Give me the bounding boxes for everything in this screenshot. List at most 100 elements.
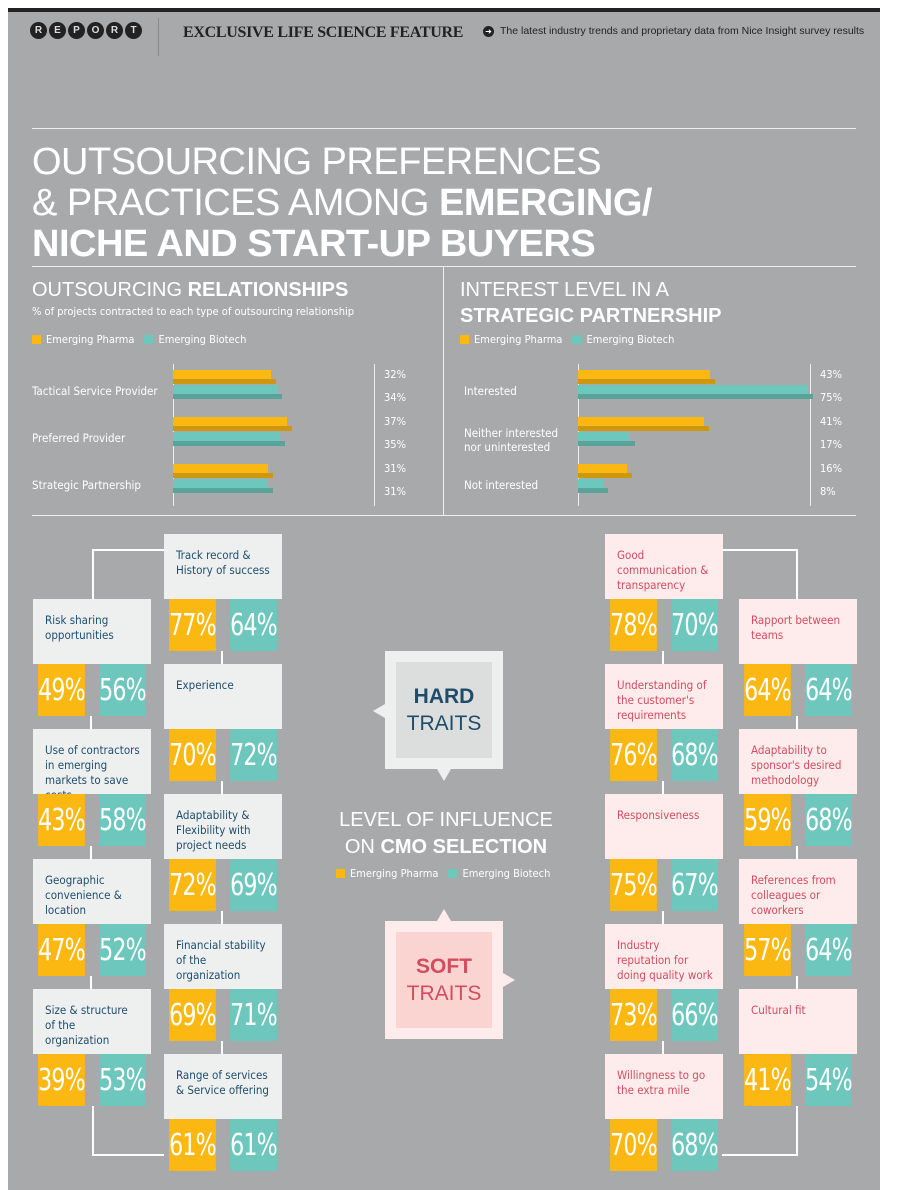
connector-line [90, 976, 92, 989]
pharma-value: 69% [169, 989, 217, 1041]
legend-label: Emerging Pharma [474, 333, 563, 346]
biotech-value: 68% [671, 1119, 719, 1171]
connector-line [90, 716, 92, 729]
title-line-3: NICHE AND START-UP BUYERS [32, 223, 596, 265]
value-label: 43% [820, 368, 842, 381]
trait-card: Cultural fit 41% 54% [739, 989, 857, 1106]
chart2-legend: Emerging Pharma Emerging Biotech [460, 333, 674, 346]
trait-label: References from colleagues or coworkers [739, 859, 857, 924]
trait-values: 39% 53% [33, 1054, 151, 1106]
biotech-value: 64% [230, 599, 278, 651]
pharma-value: 78% [610, 599, 658, 651]
connector-line [90, 846, 92, 859]
connector-line [662, 1041, 664, 1054]
chart2-title-light: INTEREST LEVEL IN A [460, 279, 669, 301]
biotech-value: 53% [99, 1054, 147, 1106]
value-label: 16% [820, 462, 842, 475]
trait-label: Responsiveness [605, 794, 723, 859]
trait-label: Geographic convenience & location [33, 859, 151, 924]
trait-values: 76% 68% [605, 729, 723, 781]
value-label: 31% [384, 462, 406, 475]
pharma-value: 70% [169, 729, 217, 781]
bar-pharma [173, 417, 287, 426]
trait-card: References from colleagues or coworkers 5… [739, 859, 857, 976]
biotech-value: 71% [230, 989, 278, 1041]
trait-label: Good communication & transparency [605, 534, 723, 599]
hard-label: TRAITS [406, 712, 482, 735]
value-label: 35% [384, 438, 406, 451]
trait-values: 57% 64% [739, 924, 857, 976]
biotech-value: 68% [805, 794, 853, 846]
header-subtitle: ➜ The latest industry trends and propriet… [483, 25, 864, 37]
connector-line [796, 976, 798, 989]
pharma-value: 61% [169, 1119, 217, 1171]
trait-values: 75% 67% [605, 859, 723, 911]
pointer-left [373, 704, 385, 718]
legend-biotech: Emerging Biotech [144, 333, 246, 346]
pharma-value: 47% [38, 924, 86, 976]
trait-card: Financial stability of the organization 6… [164, 924, 282, 1041]
trait-values: 77% 64% [164, 599, 282, 651]
pharma-value: 75% [610, 859, 658, 911]
trait-values: 49% 56% [33, 664, 151, 716]
legend-label: Emerging Pharma [350, 867, 439, 880]
pharma-value: 49% [38, 664, 86, 716]
connector-line [722, 1154, 798, 1156]
trait-label: Track record & History of success [164, 534, 282, 599]
trait-card: Understanding of the customer's requirem… [605, 664, 723, 781]
bar-pharma [578, 464, 628, 473]
influence-title: LEVEL OF INFLUENCE ON CMO SELECTION [326, 807, 566, 861]
chart1-title-bold: RELATIONSHIPS [187, 279, 349, 301]
legend-label: Emerging Pharma [46, 333, 135, 346]
chart2-title: INTEREST LEVEL IN A STRATEGIC PARTNERSHIP [460, 277, 722, 329]
connector-line [221, 1041, 223, 1054]
legend-pharma: Emerging Pharma [336, 867, 438, 880]
header-title: EXCLUSIVE LIFE SCIENCE FEATURE [183, 24, 464, 41]
trait-values: 61% 61% [164, 1119, 282, 1171]
pharma-value: 70% [610, 1119, 658, 1171]
value-label: 41% [820, 415, 842, 428]
influence-title-on: ON [344, 836, 381, 858]
pharma-value: 77% [169, 599, 217, 651]
trait-values: 70% 68% [605, 1119, 723, 1171]
connector-line [221, 911, 223, 924]
trait-label: Understanding of the customer's requirem… [605, 664, 723, 729]
influence-title-bold: CMO SELECTION [380, 836, 548, 858]
legend-swatch [448, 869, 458, 878]
trait-values: 64% 64% [739, 664, 857, 716]
connector-line [662, 651, 664, 664]
category-label: Preferred Provider [32, 431, 126, 445]
pharma-value: 64% [744, 664, 792, 716]
trait-values: 47% 52% [33, 924, 151, 976]
connector-line [92, 549, 94, 599]
bar-biotech [578, 385, 809, 394]
hard-label-bold: HARD [413, 685, 475, 708]
trait-label: Risk sharing opportunities [33, 599, 151, 664]
trait-label: Willingness to go the extra mile [605, 1054, 723, 1119]
bar-biotech [578, 479, 603, 488]
pharma-value: 41% [744, 1054, 792, 1106]
influence-title-light: LEVEL OF INFLUENCE [339, 809, 553, 831]
pointer-right [503, 973, 515, 987]
bar-biotech [173, 385, 278, 394]
value-label: 17% [820, 438, 842, 451]
hard-traits-badge: HARD TRAITS [385, 651, 503, 769]
category-label: Not interested [464, 478, 539, 492]
legend-swatch [460, 335, 469, 344]
legend-swatch [32, 335, 41, 344]
biotech-value: 66% [671, 989, 719, 1041]
trait-label: Range of services & Service offering [164, 1054, 282, 1119]
connector-line [796, 846, 798, 859]
title-line-2-bold: EMERGING/ [438, 182, 652, 224]
report-letter: P [68, 22, 85, 39]
trait-card: Industry reputation for doing quality wo… [605, 924, 723, 1041]
connector-line [221, 651, 223, 664]
connector-line [92, 1154, 164, 1156]
bar-biotech [578, 432, 631, 441]
soft-label-bold: SOFT [416, 955, 472, 978]
report-letter: T [125, 22, 142, 39]
pharma-value: 43% [38, 794, 86, 846]
pharma-value: 59% [744, 794, 792, 846]
trait-card: Risk sharing opportunities 49% 56% [33, 599, 151, 716]
